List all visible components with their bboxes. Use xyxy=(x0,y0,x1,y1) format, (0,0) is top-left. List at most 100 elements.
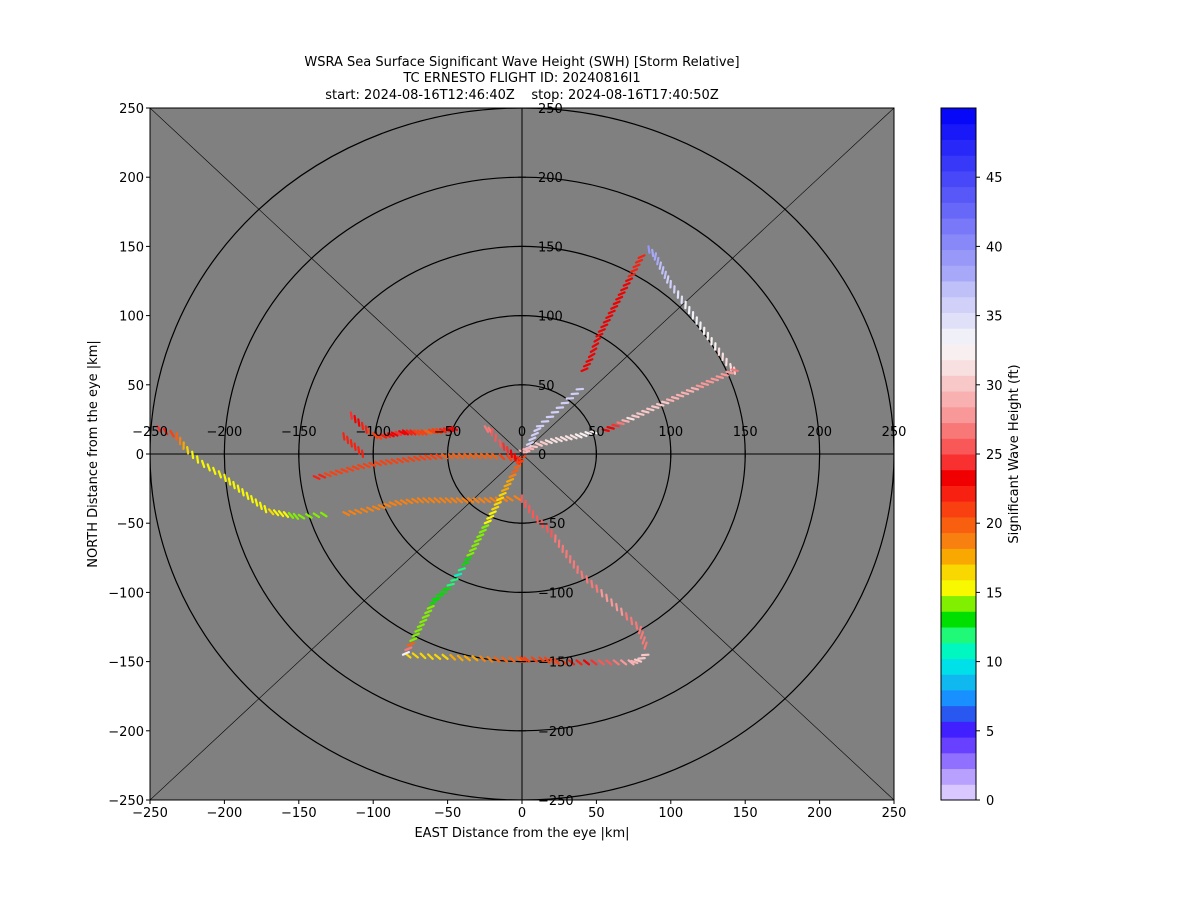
swh-mark xyxy=(277,510,285,518)
swh-mark xyxy=(476,533,485,539)
swh-mark xyxy=(250,494,254,504)
swh-mark xyxy=(329,470,338,476)
swh-mark xyxy=(409,429,417,436)
swh-mark xyxy=(661,266,665,275)
swh-mark xyxy=(530,431,539,437)
swh-mark xyxy=(643,641,648,650)
swh-mark xyxy=(670,396,680,400)
swh-mark xyxy=(553,658,561,666)
swh-mark xyxy=(404,646,413,652)
inner-x-tick-label: 50 xyxy=(588,425,605,440)
swh-mark xyxy=(375,432,383,440)
inner-x-tick-label: 150 xyxy=(733,425,758,440)
swh-mark xyxy=(162,427,169,436)
colorbar-segment xyxy=(941,642,976,659)
x-axis-label: EAST Distance from the eye |km| xyxy=(414,826,629,841)
colorbar-segment xyxy=(941,422,976,439)
y-tick-label: −250 xyxy=(108,794,144,809)
colorbar-segment xyxy=(941,202,976,219)
swh-mark xyxy=(354,508,363,515)
colorbar-segment xyxy=(941,752,976,770)
swh-mark xyxy=(411,632,420,638)
x-tick-label: 100 xyxy=(658,806,683,821)
swh-mark xyxy=(491,452,498,460)
inner-x-tick-label: −150 xyxy=(281,425,317,440)
chart-title-line-3: start: 2024-08-16T12:46:40Z stop: 2024-0… xyxy=(325,88,719,103)
inner-y-tick-label: 50 xyxy=(538,379,555,394)
swh-mark xyxy=(212,466,217,475)
x-tick-label: −250 xyxy=(132,806,168,821)
swh-mark xyxy=(486,656,494,663)
swh-mark xyxy=(493,501,502,506)
outer-ticks: −250 −200 −150 −100 −50 0 50 100 150 200 250−250−2… xyxy=(108,102,906,821)
y-axis-label: NORTH Distance from the eye |km| xyxy=(86,340,101,568)
inner-x-tick-label: −200 xyxy=(207,425,243,440)
swh-mark xyxy=(481,524,490,529)
swh-mark xyxy=(641,409,650,414)
colorbar-segment xyxy=(941,627,976,644)
swh-mark xyxy=(364,425,368,434)
swh-mark xyxy=(424,429,433,435)
swh-mark xyxy=(368,461,377,468)
swh-mark xyxy=(400,499,408,505)
swh-mark xyxy=(357,445,361,455)
y-tick-label: 100 xyxy=(119,310,144,325)
swh-mark xyxy=(342,511,351,517)
swh-mark xyxy=(680,391,690,396)
swh-mark xyxy=(379,459,388,466)
swh-mark xyxy=(439,427,447,434)
y-tick-label: 250 xyxy=(119,102,144,117)
swh-mark xyxy=(461,561,470,566)
swh-mark xyxy=(591,342,600,348)
colorbar-tick-label: 0 xyxy=(986,794,994,809)
colorbar-tick-label: 15 xyxy=(986,586,1003,601)
swh-mark xyxy=(420,429,428,436)
swh-mark xyxy=(522,448,531,453)
swh-mark xyxy=(496,496,505,502)
swh-mark xyxy=(272,509,280,517)
swh-mark xyxy=(491,505,500,511)
swh-mark xyxy=(585,358,594,363)
swh-mark xyxy=(554,436,563,443)
swh-mark xyxy=(506,454,513,462)
swh-mark xyxy=(730,368,739,373)
swh-mark xyxy=(705,379,715,384)
swh-mark xyxy=(439,497,447,504)
x-tick-label: −200 xyxy=(207,806,243,821)
swh-mark xyxy=(282,511,290,519)
swh-mark xyxy=(539,440,548,446)
colorbar-segment xyxy=(941,170,976,188)
swh-mark xyxy=(401,429,410,436)
swh-mark xyxy=(630,268,639,273)
swh-mark xyxy=(625,612,629,621)
swh-mark xyxy=(634,621,639,630)
swh-mark xyxy=(468,452,477,460)
swh-mark xyxy=(564,435,573,441)
swh-mark xyxy=(433,497,441,504)
swh-mark xyxy=(353,442,357,452)
swh-mark xyxy=(606,426,615,430)
swh-mark xyxy=(407,456,416,462)
swh-mark xyxy=(413,455,421,462)
swh-mark xyxy=(323,472,332,478)
colorbar-segment xyxy=(941,579,976,597)
swh-mark xyxy=(431,427,439,435)
swh-mark xyxy=(625,277,634,283)
colorbar-label: Significant Wave Height (ft) xyxy=(1007,364,1022,543)
colorbar-segment xyxy=(941,658,976,675)
swh-mark xyxy=(156,425,162,433)
inner-y-tick-label: −100 xyxy=(538,586,574,601)
swh-mark xyxy=(510,468,520,474)
swh-mark xyxy=(377,504,386,509)
swh-mark xyxy=(675,393,685,398)
swh-mark xyxy=(616,421,625,426)
swh-mark xyxy=(478,528,487,534)
swh-mark xyxy=(427,497,436,504)
colorbar-segment xyxy=(941,516,976,534)
swh-mark xyxy=(259,501,263,511)
colorbar-segment xyxy=(941,784,976,801)
swh-mark xyxy=(348,509,357,516)
colorbar-segment xyxy=(941,139,976,156)
y-tick-label: 50 xyxy=(127,379,144,394)
